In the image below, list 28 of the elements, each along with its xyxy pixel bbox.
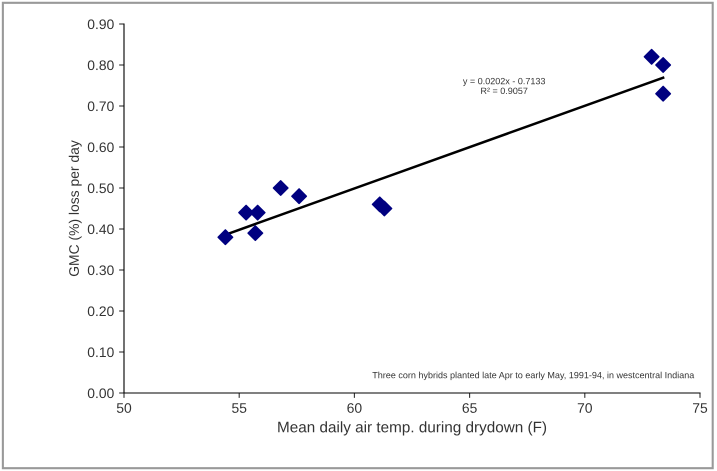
x-tick-label: 65 [462,403,477,413]
y-tick-label: 0.90 [88,19,114,30]
y-tick-label: 0.50 [88,183,114,194]
y-tick-label: 0.80 [88,60,114,70]
y-tick-label: 0.30 [88,265,114,276]
point [655,57,672,73]
y-tick-label: 0.40 [88,224,114,234]
point [644,48,660,65]
y-tick-label: 0.00 [88,388,114,398]
x-axis-title: Mean daily air temp. during drydown (F) [278,421,546,436]
point [272,180,289,196]
y-tick-label: 0.70 [88,101,114,112]
annotation: Three corn hybrids planted late Apr to early May, 1991-94, in westcentral Indiana [372,372,694,380]
annotation: y = 0.0202x - 0.7133 R² = 0.9057 [462,78,546,94]
x-tick-label: 60 [347,403,362,413]
y-tick-label: 0.20 [88,306,114,316]
x-tick-label: 70 [578,403,592,413]
point [250,204,266,221]
x-tick-label: 75 [692,403,708,413]
point [291,188,308,204]
y-tick-label: 0.10 [88,347,114,358]
x-tick-label: 50 [116,403,132,413]
point [217,229,234,246]
point [655,86,672,102]
x-tick-label: 55 [232,403,246,413]
point [247,225,264,242]
y-axis-title: GMC (%) loss per day [68,140,82,276]
y-tick-label: 0.60 [88,142,114,152]
